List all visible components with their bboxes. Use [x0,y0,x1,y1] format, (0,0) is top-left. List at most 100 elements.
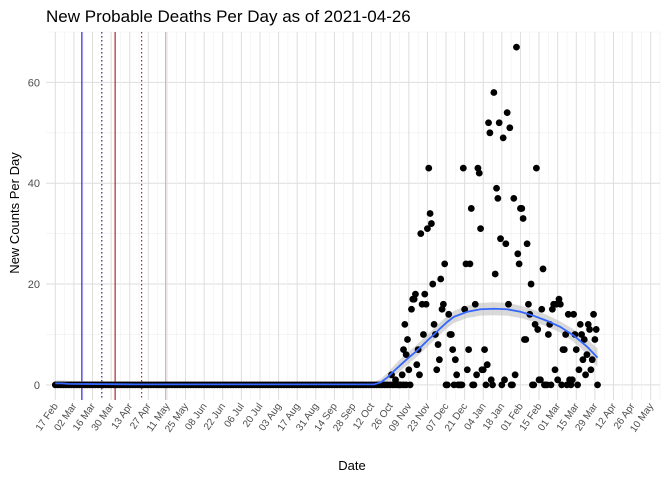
data-point [522,336,530,343]
data-point [588,356,596,364]
y-tick-labels: 0 20 40 60 [28,77,40,391]
data-point [477,225,484,233]
data-point [514,250,522,258]
data-point [551,366,559,374]
y-tick-label: 0 [34,380,40,392]
data-point [425,164,433,172]
data-point [443,381,451,389]
data-point [449,346,457,353]
data-point [459,164,467,172]
data-point [515,260,523,268]
data-point [471,300,479,308]
data-point [494,194,502,202]
data-point [435,356,443,364]
data-point [505,300,512,308]
data-point [518,205,526,212]
data-point [470,381,478,389]
data-point [453,371,461,379]
data-point [451,356,459,364]
data-point [523,240,531,248]
data-point [473,371,480,379]
data-point [533,164,540,172]
data-point [405,366,413,374]
data-point [491,270,499,278]
data-point [562,331,570,338]
data-point [556,300,564,308]
data-point [429,280,437,288]
data-point [493,184,500,192]
data-point [547,381,555,389]
data-point [513,43,520,51]
data-point [479,366,487,374]
data-point [489,381,496,389]
data-point [558,381,566,389]
data-point [510,194,518,202]
data-point [519,215,527,222]
data-point [439,300,447,308]
data-point [583,351,591,359]
y-axis-title: New Counts Per Day [7,152,22,274]
data-point [564,310,572,318]
data-point [437,275,445,283]
data-point [587,366,595,374]
data-point [441,260,449,268]
trend-line-group [55,307,599,386]
data-point [538,305,546,313]
data-point [570,310,578,318]
trend-line [55,307,599,386]
data-point [495,119,503,127]
data-point [486,129,494,137]
data-point [575,366,583,374]
data-point [501,376,508,384]
data-point [406,381,414,389]
data-point [527,280,535,288]
data-point [396,381,403,389]
data-point [509,381,516,389]
data-point [502,240,510,248]
chart-title: New Probable Deaths Per Day as of 2021-0… [46,7,411,26]
data-point [578,331,585,338]
data-point [536,376,544,384]
y-tick-label: 20 [28,279,40,291]
data-point [544,331,552,338]
data-point [579,356,587,364]
data-point [424,225,431,233]
data-point [447,331,455,338]
data-point [404,336,411,343]
data-point [412,290,419,298]
data-point [463,366,471,374]
data-point [572,346,580,353]
data-point [534,326,542,333]
data-point [431,331,439,338]
data-point [586,326,593,333]
data-point [498,381,506,389]
data-point [591,336,599,343]
data-point [485,119,492,127]
data-point [490,89,498,96]
data-point [461,305,469,313]
data-point [434,341,442,348]
reference-lines [81,32,167,400]
data-point [580,336,588,343]
data-point [594,381,601,389]
data-point [503,109,511,117]
data-point [401,320,409,328]
data-point [481,346,488,353]
data-point [574,381,582,389]
data-point [416,371,423,379]
data-point [539,265,547,273]
data-point [430,320,438,328]
data-points [51,43,601,389]
x-axis-title: Date [338,458,365,473]
data-point [398,371,406,379]
data-point [465,346,473,353]
data-point [458,381,466,389]
data-point [466,260,474,268]
data-point [530,381,538,389]
data-point [576,320,584,328]
data-point [506,124,514,132]
data-point [392,376,399,384]
data-point [422,300,430,308]
data-point [582,371,589,379]
